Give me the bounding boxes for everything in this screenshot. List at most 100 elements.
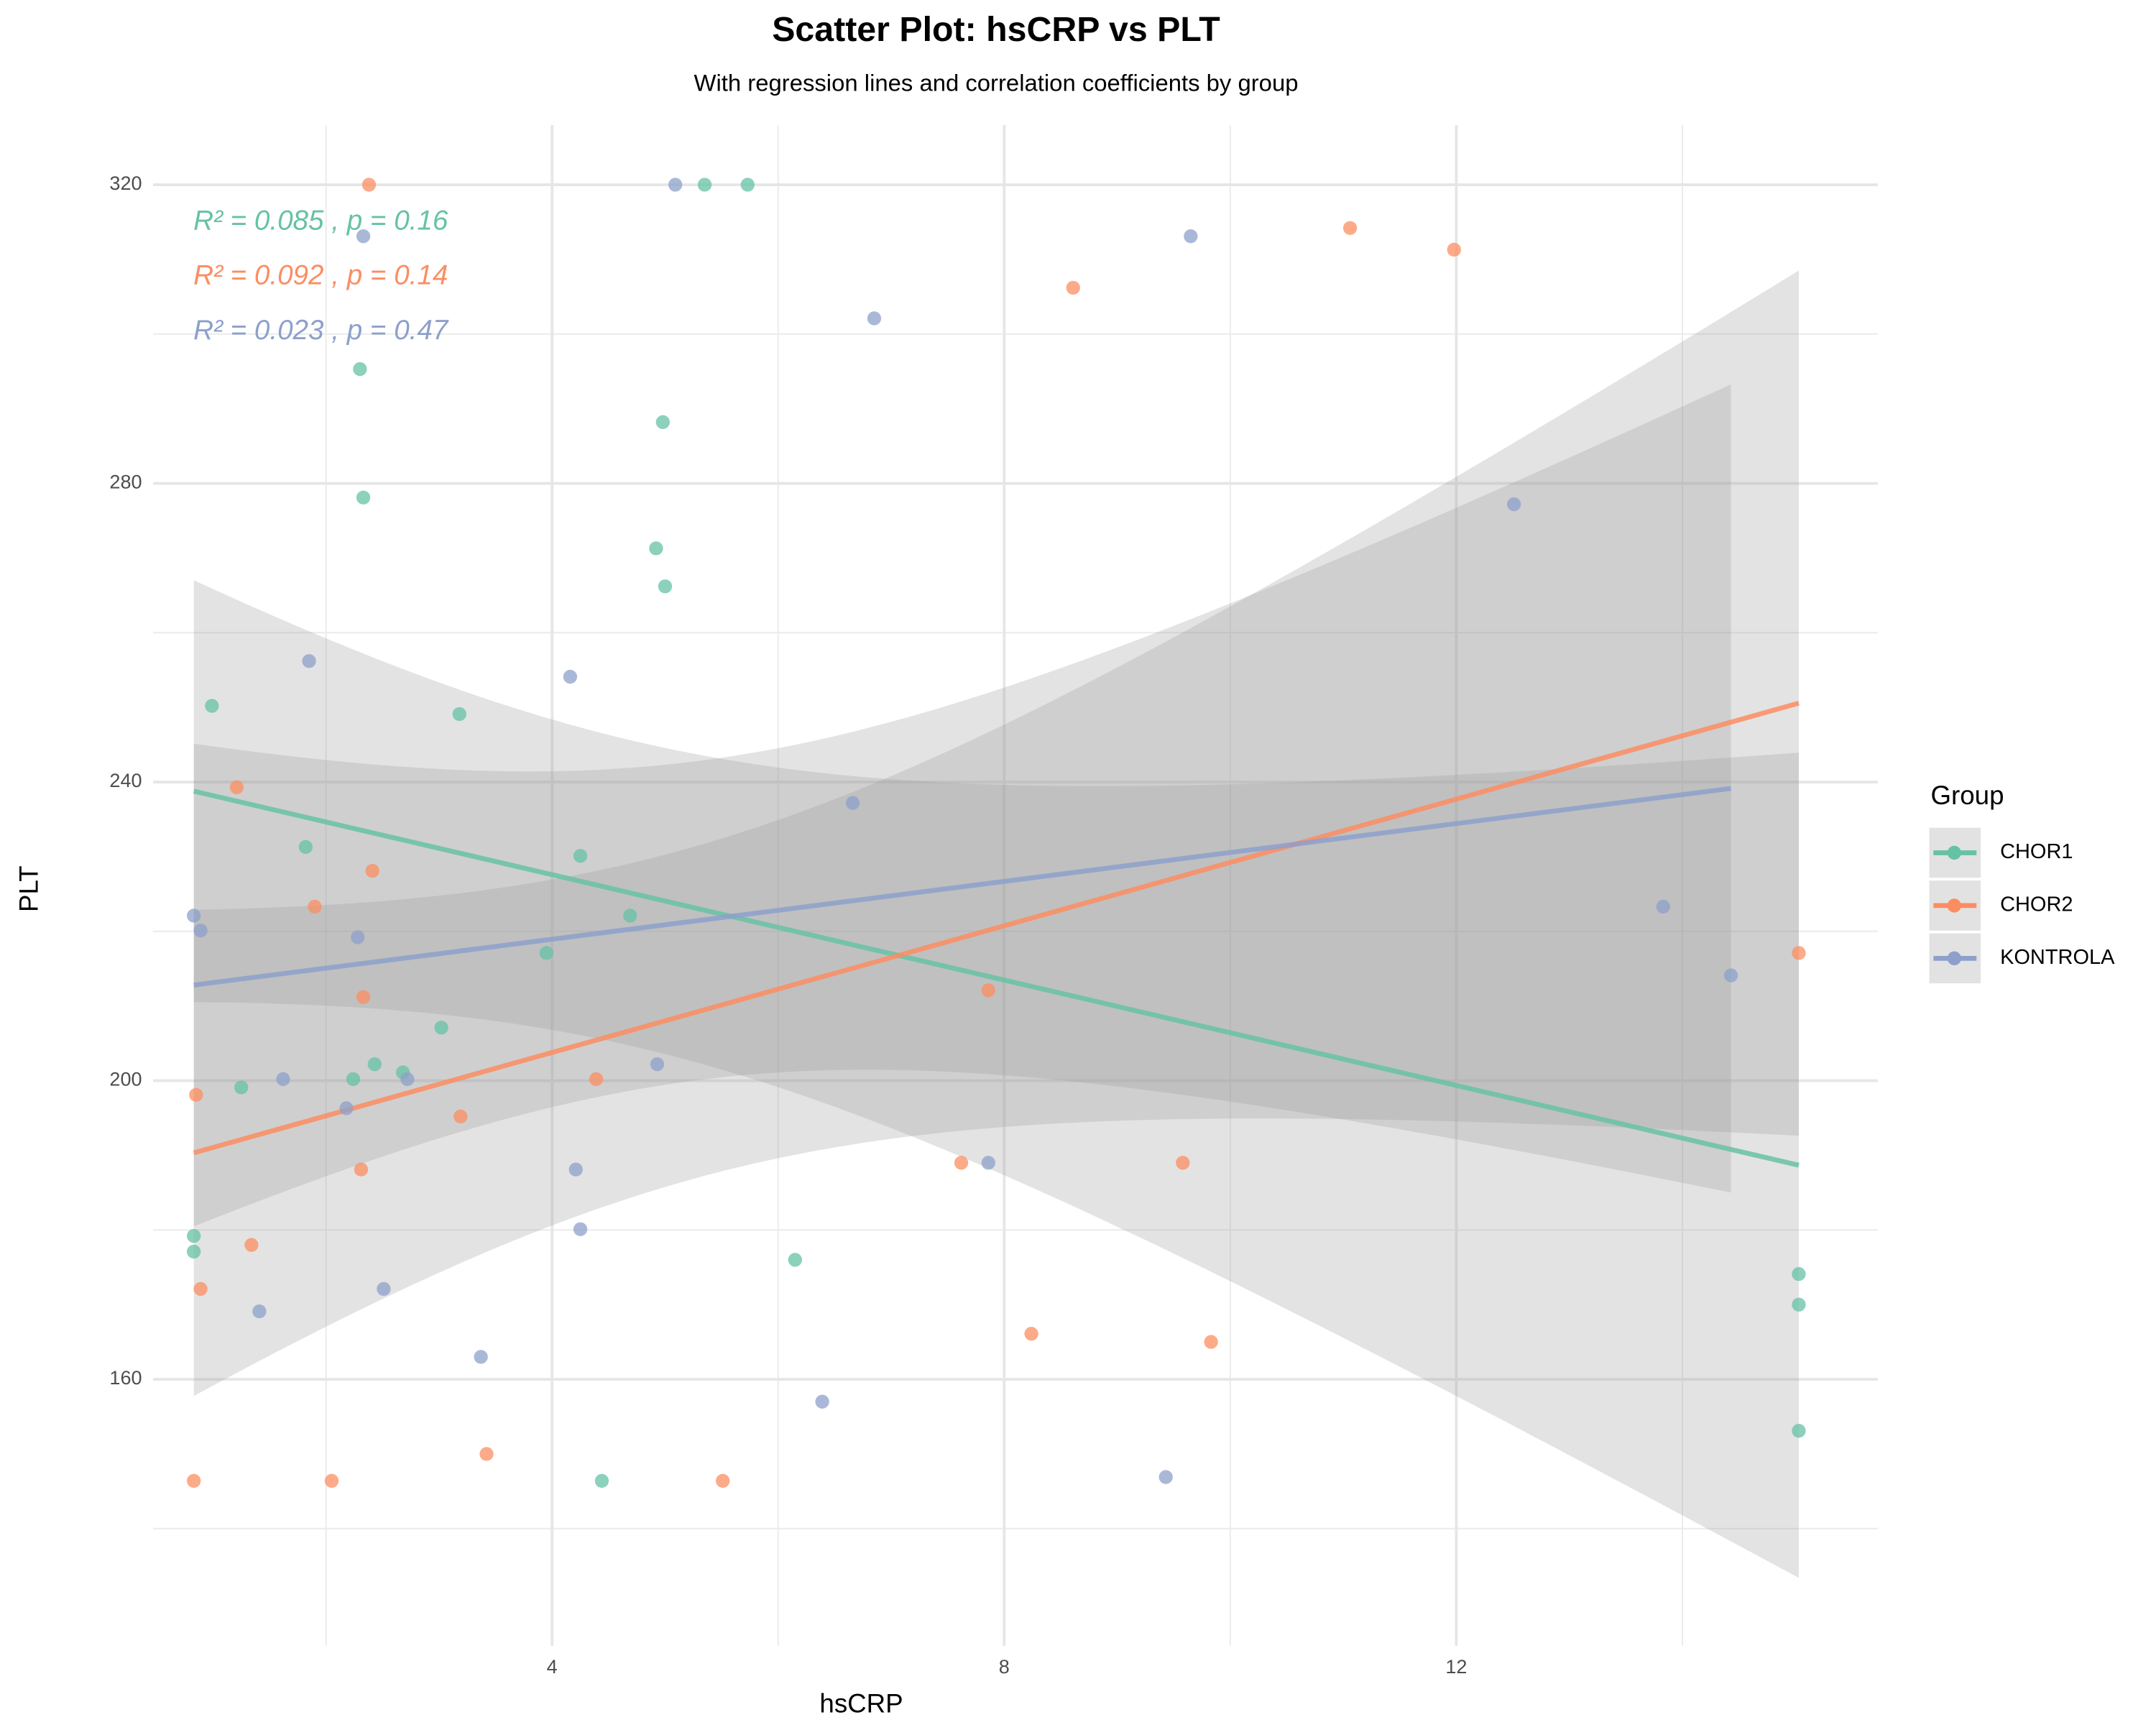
data-point [434, 1021, 448, 1035]
data-point [1158, 1470, 1173, 1484]
data-point [187, 908, 201, 923]
data-point [479, 1447, 494, 1461]
data-point [189, 1087, 203, 1102]
data-point [356, 490, 371, 505]
y-tick-label: 240 [109, 770, 142, 791]
regression-lines [193, 701, 1800, 1168]
data-point [346, 1072, 361, 1087]
data-point [361, 178, 377, 192]
chart-title: Scatter Plot: hsCRP vs PLT [772, 10, 1220, 49]
data-point [623, 908, 637, 923]
data-point [324, 1473, 339, 1488]
data-point [1024, 1326, 1038, 1341]
data-point [234, 1080, 249, 1095]
data-point [193, 1282, 208, 1296]
data-point [400, 1072, 415, 1087]
data-point [954, 1156, 969, 1170]
regression-line [193, 786, 1732, 988]
chart-subtitle: With regression lines and correlation co… [694, 70, 1298, 96]
data-point [594, 1473, 609, 1488]
data-point [351, 930, 365, 944]
data-point [1176, 1156, 1190, 1170]
x-tick-label: 12 [1445, 1656, 1467, 1678]
data-point [252, 1304, 267, 1319]
confidence-bands [193, 270, 1799, 1578]
data-point [354, 1162, 369, 1177]
legend-label: KONTROLA [2000, 946, 2115, 969]
data-point [356, 990, 371, 1004]
data-point [1447, 242, 1461, 257]
data-point [573, 1222, 588, 1236]
data-point [187, 1244, 201, 1259]
data-point [205, 699, 219, 713]
data-point [187, 1228, 201, 1243]
data-point [353, 362, 367, 377]
data-point [649, 541, 663, 556]
data-point [187, 1473, 201, 1488]
regression-line [193, 788, 1800, 1168]
data-point [867, 311, 882, 326]
data-point [845, 796, 860, 810]
data-point [981, 1156, 995, 1170]
confidence-band [193, 384, 1731, 1227]
grid [153, 124, 1879, 1646]
data-point [1066, 280, 1080, 295]
data-point [589, 1072, 604, 1087]
data-point [740, 178, 755, 192]
legend-title: Group [1930, 781, 2004, 810]
legend-point [1947, 898, 1961, 913]
y-tick-label: 320 [109, 172, 142, 194]
data-point [193, 924, 208, 938]
data-point [229, 780, 244, 794]
data-point [658, 579, 673, 594]
data-point [452, 707, 466, 722]
annotation: R² = 0.023 , p = 0.47 [193, 315, 449, 346]
data-point [573, 849, 588, 863]
regression-line [193, 701, 1800, 1156]
data-point [377, 1282, 391, 1296]
x-tick-label: 8 [999, 1656, 1010, 1678]
data-point [356, 229, 371, 244]
x-axis-label: hsCRP [819, 1689, 903, 1719]
data-point [298, 840, 313, 855]
y-tick-label: 280 [109, 472, 142, 493]
data-point [716, 1473, 730, 1488]
data-point [1656, 899, 1670, 914]
data-point [650, 1057, 665, 1072]
data-point [1204, 1335, 1218, 1349]
y-tick-label: 200 [109, 1069, 142, 1090]
annotation: R² = 0.085 , p = 0.16 [193, 205, 448, 236]
legend-point [1947, 845, 1961, 860]
data-point [302, 654, 316, 668]
data-point [1184, 229, 1198, 244]
data-point [1792, 1266, 1806, 1282]
data-point [788, 1253, 803, 1267]
data-point [339, 1101, 354, 1116]
data-point [563, 669, 578, 684]
points [187, 178, 1806, 1488]
data-point [244, 1238, 259, 1252]
data-point [276, 1072, 290, 1087]
data-point [453, 1109, 468, 1124]
y-axis-label: PLT [14, 865, 44, 912]
data-point [981, 983, 995, 998]
data-point [1506, 497, 1521, 512]
legend-label: CHOR1 [2000, 840, 2073, 863]
data-point [668, 178, 683, 192]
confidence-band [193, 270, 1799, 1397]
annotation: R² = 0.092 , p = 0.14 [193, 260, 448, 291]
data-point [367, 1057, 382, 1072]
data-point [1342, 221, 1358, 235]
data-point [308, 899, 322, 914]
data-point [697, 178, 712, 192]
data-point [655, 415, 671, 429]
legend-label: CHOR2 [2000, 893, 2073, 916]
x-tick-label: 4 [547, 1656, 558, 1678]
data-point [474, 1350, 488, 1364]
y-tick-label: 160 [109, 1367, 142, 1389]
data-point [1792, 1424, 1806, 1438]
data-point [1792, 1297, 1806, 1312]
data-point [539, 946, 554, 960]
